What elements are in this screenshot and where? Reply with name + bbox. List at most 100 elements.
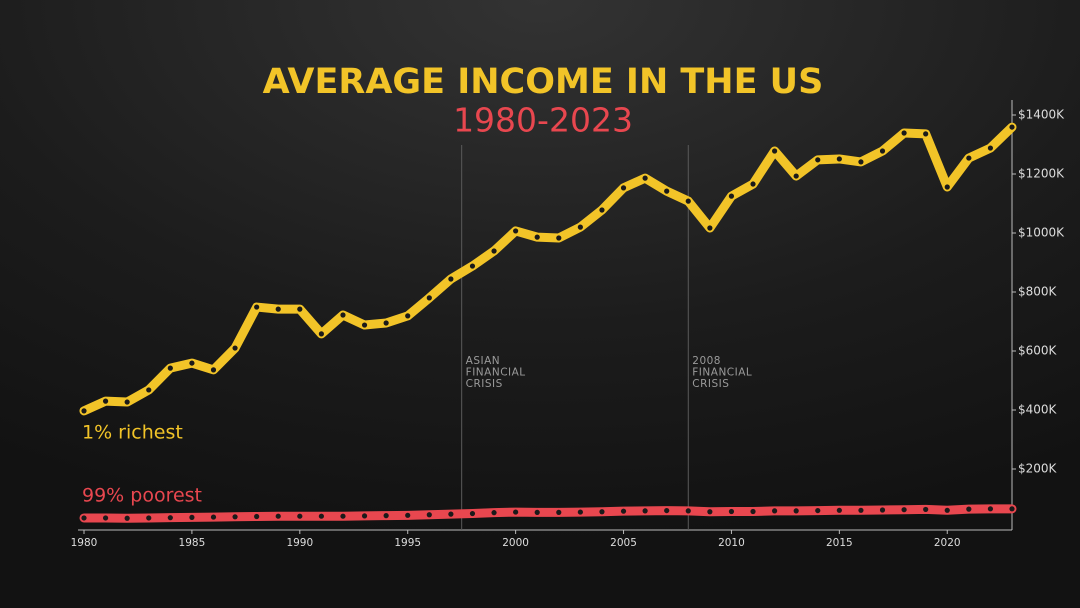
annotation-text: 2008 [692,355,721,367]
data-point [189,514,195,520]
data-point [620,185,627,191]
x-tick-label: 2005 [610,537,637,549]
annotation-text: CRISIS [692,378,729,390]
data-point [469,510,476,517]
data-point [81,515,87,521]
data-point [469,263,476,269]
data-point [232,345,238,351]
data-point [556,235,562,241]
data-point [318,331,324,337]
data-point [599,509,605,515]
chart-title: AVERAGE INCOME IN THE US [263,62,824,102]
data-point [901,130,907,136]
data-point [81,408,87,414]
data-point [383,513,389,519]
annotation-text: FINANCIAL [466,367,526,379]
y-tick-label: $200K [1018,462,1058,476]
data-point [426,512,432,518]
data-point [254,304,260,310]
data-point [599,207,605,213]
data-point [577,509,583,515]
data-point [815,157,821,163]
data-point [361,322,368,328]
x-tick-label: 1995 [394,537,421,549]
y-tick-label: $600K [1018,344,1058,358]
data-point [664,188,670,194]
data-point [987,506,994,512]
data-point [189,360,195,366]
data-point [944,507,950,513]
data-point [728,508,735,515]
y-tick-label: $1000K [1018,226,1065,240]
data-point [793,508,799,514]
data-point [836,156,842,162]
data-point [707,225,713,231]
data-point [534,509,540,515]
data-point [167,515,173,521]
data-point [491,248,497,254]
data-point [879,507,886,513]
data-point [361,513,368,519]
x-tick-label: 2000 [502,537,529,549]
chart-subtitle: 1980-2023 [453,101,633,140]
data-point [448,511,454,517]
data-point [534,234,540,240]
data-point [815,507,821,514]
data-point [254,513,260,520]
x-tick-label: 2015 [826,537,853,549]
x-tick-label: 2020 [934,537,961,549]
x-tick-label: 1980 [71,537,98,549]
data-point [124,515,130,521]
x-tick-label: 1990 [286,537,313,549]
data-point [966,155,972,161]
data-point [750,181,756,187]
data-point [966,506,972,512]
data-point [901,507,907,513]
data-point [685,198,691,204]
data-point [642,175,648,181]
x-tick-label: 2010 [718,537,745,549]
data-point [772,508,778,514]
data-point [426,295,432,301]
data-point [923,506,929,513]
data-point [923,131,929,137]
series-label: 1% richest [82,422,183,444]
data-point [513,228,519,234]
data-point [232,514,238,520]
annotation-text: FINANCIAL [692,367,752,379]
data-point [944,184,950,190]
annotation-text: ASIAN [466,355,500,367]
data-point [491,510,497,516]
y-tick-label: $800K [1018,285,1058,299]
data-point [1009,506,1015,512]
data-point [340,312,346,318]
data-point [146,515,152,521]
data-point [383,320,389,326]
data-point [210,514,217,520]
data-point [275,306,281,312]
data-point [124,399,130,405]
data-point [297,306,303,312]
data-point [448,276,454,282]
y-tick-label: $1400K [1018,108,1065,122]
series-label: 99% poorest [82,485,202,507]
data-point [146,387,152,393]
data-point [858,159,864,165]
data-point [102,398,109,404]
data-point [1009,124,1015,130]
data-point [405,313,411,319]
data-point [836,507,842,513]
data-point [167,365,173,371]
data-point [275,513,281,519]
data-point [793,173,799,179]
y-tick-label: $400K [1018,403,1058,417]
data-point [340,513,346,519]
data-point [102,515,109,521]
data-point [707,509,713,515]
data-point [750,508,756,515]
data-point [318,513,324,519]
data-point [210,367,217,373]
data-point [879,148,886,154]
data-point [858,507,864,513]
